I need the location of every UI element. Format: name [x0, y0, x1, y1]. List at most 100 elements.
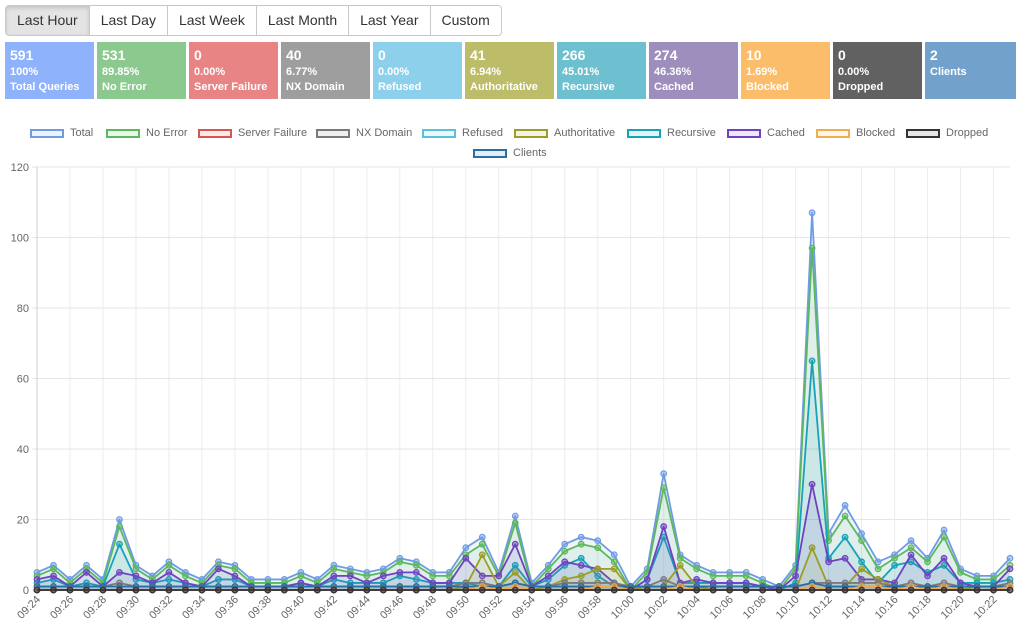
legend-item-clients[interactable]: Clients	[473, 146, 547, 160]
data-point	[594, 565, 602, 573]
data-point	[973, 586, 981, 594]
data-point	[462, 554, 470, 562]
data-point	[907, 551, 915, 559]
data-point	[66, 586, 74, 594]
data-point	[149, 586, 156, 594]
data-point	[511, 586, 519, 594]
y-tick-label: 40	[17, 444, 29, 456]
x-tick-label: 10:14	[840, 594, 868, 622]
data-point	[577, 572, 585, 580]
stat-dropped[interactable]: 0 0.00% Dropped	[833, 42, 922, 99]
legend-item-total[interactable]: Total	[30, 126, 93, 140]
stat-percent: 6.77%	[286, 66, 318, 78]
data-point	[50, 572, 57, 580]
y-tick-label: 80	[17, 303, 29, 315]
legend-item-refused[interactable]: Refused	[422, 126, 503, 140]
stat-value: 41	[470, 47, 486, 63]
stat-total-queries[interactable]: 591 100% Total Queries	[5, 42, 94, 99]
stat-percent: 46.36%	[654, 66, 692, 78]
data-point	[792, 586, 800, 594]
stat-no-error[interactable]: 531 89.85% No Error	[97, 42, 186, 99]
stat-value: 2	[930, 47, 938, 63]
data-point	[858, 530, 865, 538]
data-point	[511, 519, 519, 527]
data-point	[330, 572, 338, 580]
legend-item-dropped[interactable]: Dropped	[906, 126, 988, 140]
custom-range-button[interactable]: Custom	[430, 6, 501, 35]
stat-label: Refused	[378, 81, 422, 93]
stat-clients[interactable]: 2 Clients	[925, 42, 1016, 99]
legend-item-recursive[interactable]: Recursive	[627, 126, 716, 140]
data-point	[610, 558, 618, 566]
data-point	[907, 537, 915, 545]
legend-item-no-error[interactable]: No Error	[106, 126, 188, 140]
data-point	[429, 586, 437, 594]
stat-recursive[interactable]: 266 45.01% Recursive	[557, 42, 646, 99]
stat-cached[interactable]: 274 46.36% Cached	[649, 42, 738, 99]
data-point	[478, 586, 486, 594]
data-point	[231, 586, 239, 594]
data-point	[577, 554, 585, 562]
stat-nx-domain[interactable]: 40 6.77% NX Domain	[281, 42, 370, 99]
last-month-button[interactable]: Last Month	[256, 6, 350, 35]
legend-label: NX Domain	[356, 127, 413, 139]
data-point	[726, 586, 734, 594]
legend-item-nx-domain[interactable]: NX Domain	[316, 126, 412, 140]
data-point	[182, 572, 189, 580]
data-point	[412, 568, 420, 576]
data-point	[116, 540, 123, 548]
data-point	[775, 586, 783, 594]
data-point	[116, 586, 123, 594]
legend-label: Authoritative	[554, 127, 616, 139]
data-point	[726, 572, 734, 580]
data-point	[429, 572, 437, 580]
stat-percent: 45.01%	[562, 66, 600, 78]
data-point	[1006, 554, 1014, 562]
data-point	[247, 586, 255, 594]
data-point	[957, 568, 964, 576]
data-point	[759, 586, 767, 594]
data-point	[808, 586, 816, 594]
data-point	[544, 565, 552, 573]
y-tick-label: 100	[11, 233, 29, 245]
last-week-button[interactable]: Last Week	[167, 6, 257, 35]
legend-swatch	[106, 128, 140, 138]
data-point	[660, 586, 668, 594]
data-point	[297, 572, 305, 580]
data-point	[957, 586, 964, 594]
stat-percent: 0.00%	[194, 66, 226, 78]
legend-item-cached[interactable]: Cached	[727, 126, 805, 140]
data-point	[907, 544, 915, 552]
data-point	[907, 558, 915, 566]
data-point	[379, 572, 387, 580]
data-point	[808, 480, 816, 488]
legend-label: Refused	[462, 127, 503, 139]
data-point	[940, 526, 948, 534]
last-hour-button[interactable]: Last Hour	[6, 6, 90, 35]
legend-item-blocked[interactable]: Blocked	[816, 126, 895, 140]
data-point	[858, 586, 865, 594]
legend-item-server-failure[interactable]: Server Failure	[198, 126, 307, 140]
data-point	[1006, 586, 1014, 594]
data-point	[742, 586, 750, 594]
legend-swatch	[727, 128, 761, 138]
stat-blocked[interactable]: 10 1.69% Blocked	[741, 42, 830, 99]
stat-refused[interactable]: 0 0.00% Refused	[373, 42, 462, 99]
legend-swatch	[906, 128, 940, 138]
last-year-button[interactable]: Last Year	[349, 6, 431, 35]
data-point	[594, 572, 602, 580]
x-tick-label: 10:18	[906, 594, 934, 622]
stat-server-failure[interactable]: 0 0.00% Server Failure	[189, 42, 278, 99]
x-tick-label: 10:04	[675, 594, 703, 622]
stat-label: Total Queries	[10, 81, 80, 93]
legend-swatch	[30, 128, 64, 138]
stat-percent: 0.00%	[838, 66, 870, 78]
legend-item-authoritative[interactable]: Authoritative	[514, 126, 615, 140]
legend-swatch	[816, 128, 850, 138]
data-point	[561, 540, 569, 548]
last-day-button[interactable]: Last Day	[89, 6, 168, 35]
stat-authoritative[interactable]: 41 6.94% Authoritative	[465, 42, 554, 99]
data-point	[215, 576, 222, 583]
stat-value: 40	[286, 47, 302, 63]
data-point	[412, 576, 420, 583]
